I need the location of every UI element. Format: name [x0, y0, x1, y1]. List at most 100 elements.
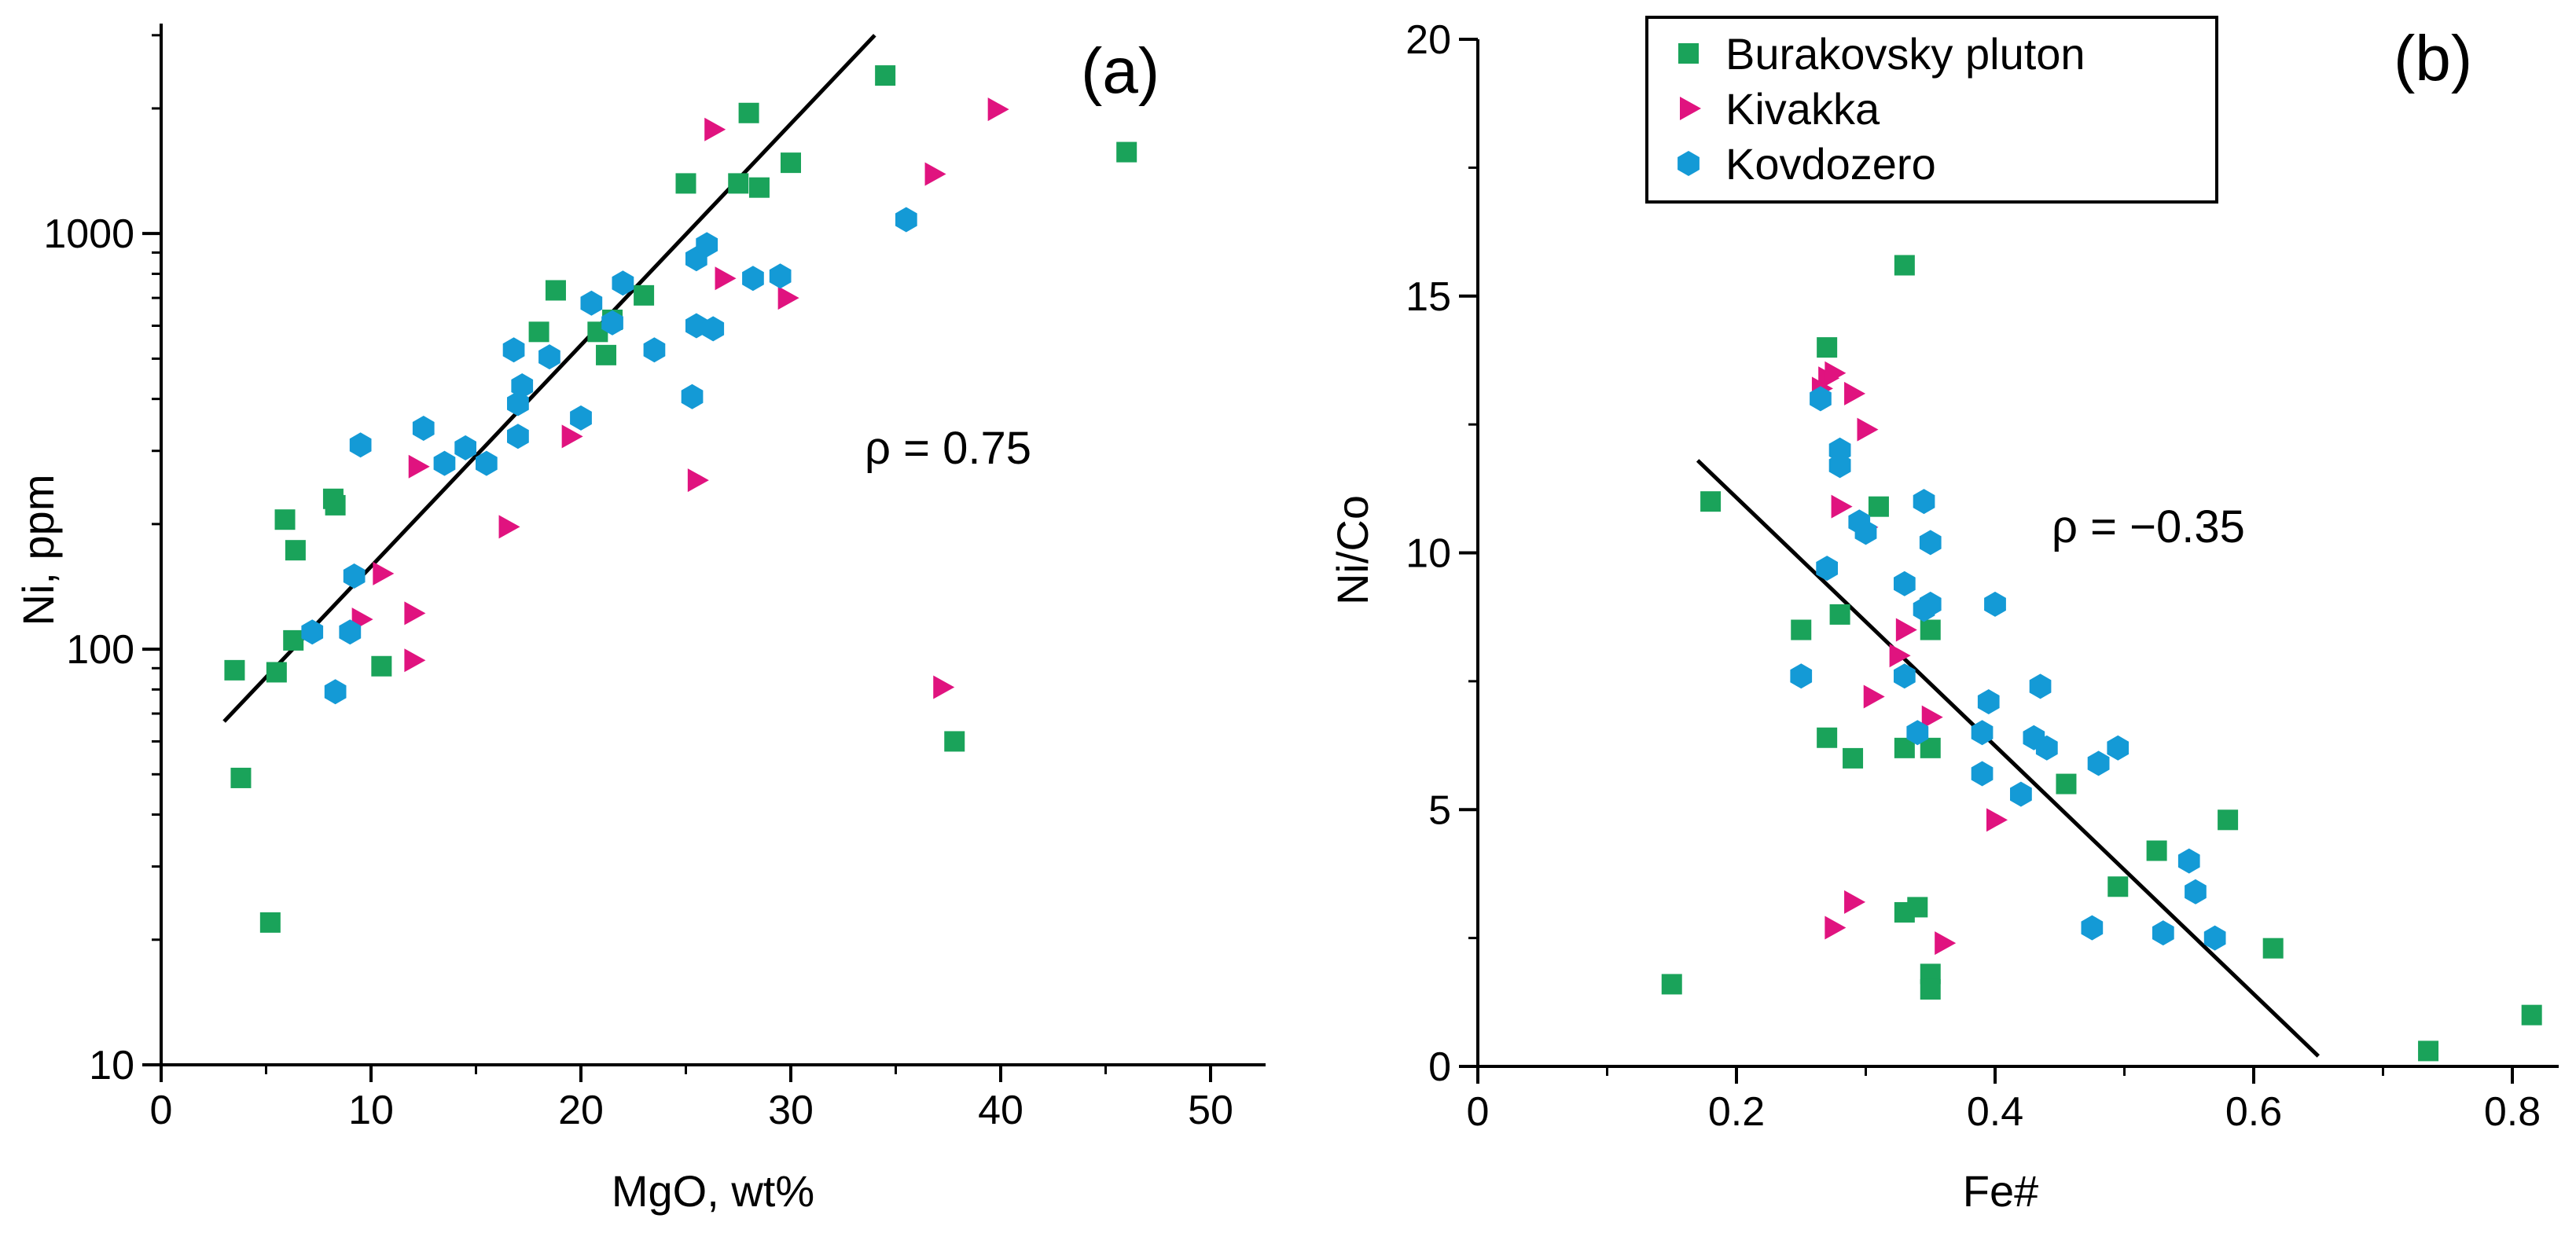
- panel-b-point-burakovsky-pluton: [2056, 773, 2077, 794]
- panel-b-point-kivakka: [1935, 931, 1957, 956]
- panel-b-point-burakovsky-pluton: [1868, 496, 1889, 517]
- panel-b-point-burakovsky-pluton: [1700, 491, 1722, 512]
- panel-b-point-kovdozero: [1913, 596, 1935, 622]
- panel-a-point-kivakka: [561, 424, 583, 449]
- panel-a-point-kovdozero: [702, 316, 725, 342]
- panel-a-point-kivakka: [404, 601, 426, 626]
- legend-box: [1645, 16, 2218, 204]
- panel-b-point-kovdozero: [1828, 453, 1851, 479]
- panel-a-point-kovdozero: [301, 619, 324, 645]
- panel-a-point-burakovsky-pluton: [748, 177, 770, 198]
- panel-a-point-kovdozero: [685, 313, 707, 339]
- panel-b-point-kivakka: [1895, 618, 1917, 642]
- panel-b-point-kovdozero: [1919, 530, 1942, 556]
- legend-marker-kivakka: [1680, 97, 1701, 120]
- panel-a-point-kovdozero: [339, 619, 362, 645]
- panel-a-label: (a): [1081, 35, 1159, 107]
- panel-b-point-kovdozero: [1894, 663, 1916, 689]
- panel-a-point-kivakka: [687, 468, 709, 493]
- panel-a-point-burakovsky-pluton: [259, 912, 281, 933]
- panel-b-point-kovdozero: [1913, 489, 1935, 515]
- panel-b-point-burakovsky-pluton: [2418, 1040, 2439, 1062]
- panel-a-fit-line: [222, 34, 876, 723]
- panel-b-point-kovdozero: [2029, 673, 2052, 699]
- panel-b-point-kivakka: [1921, 705, 1943, 729]
- panel-b-correlation: ρ = −0.35: [2052, 501, 2245, 552]
- panel-a-point-kivakka: [373, 561, 395, 585]
- panel-b-point-burakovsky-pluton: [2107, 876, 2129, 897]
- panel-a-point-kivakka: [924, 162, 946, 186]
- panel-b-point-kovdozero: [2177, 848, 2200, 874]
- panel-b-label: (b): [2394, 23, 2472, 94]
- legend-label-kovdozero: Kovdozero: [1725, 139, 1936, 189]
- panel-b-point-burakovsky-pluton: [1791, 619, 1812, 640]
- panel-a-point-burakovsky-pluton: [596, 344, 617, 365]
- panel-a-point-kovdozero: [769, 263, 792, 289]
- panel-b-chart: 0 0.2 0.4 0.6 0.8 0 5 10 15 20 (b) ρ = −0.35 Fe#…: [1328, 16, 2559, 1216]
- panel-b-point-kovdozero: [2087, 750, 2110, 776]
- panel-a-x-tick-label: 40: [978, 1088, 1023, 1133]
- panel-b-point-kivakka: [1857, 417, 1879, 442]
- panel-a-point-kovdozero: [343, 563, 366, 589]
- panel-b-point-burakovsky-pluton: [1817, 337, 1838, 358]
- panel-b-point-kovdozero: [1906, 720, 1929, 746]
- panel-a-x-tick-label: 30: [768, 1088, 814, 1133]
- panel-b-point-kovdozero: [1894, 571, 1916, 596]
- panel-b-point-kovdozero: [2203, 925, 2226, 951]
- panel-b-point-burakovsky-pluton: [1829, 604, 1850, 625]
- panel-a-point-burakovsky-pluton: [728, 173, 749, 194]
- panel-b-point-burakovsky-pluton: [2218, 809, 2239, 831]
- panel-b-x-tick-label: 0: [1467, 1089, 1490, 1135]
- panel-a-point-kovdozero: [412, 416, 435, 441]
- panel-a-chart: 0 10 20 30 40 50 10 100 1000 (a) ρ = 0.75 MgO, …: [13, 24, 1266, 1216]
- panel-a-point-burakovsky-pluton: [325, 494, 346, 516]
- panel-a-point-kivakka: [404, 648, 426, 673]
- panel-b-y-tick-label: 5: [1428, 787, 1451, 833]
- panel-b-y-tick-label: 10: [1406, 531, 1451, 577]
- panel-b-point-burakovsky-pluton: [1894, 255, 1915, 276]
- panel-b-y-tick-label: 15: [1406, 274, 1451, 320]
- panel-a-point-kovdozero: [476, 450, 498, 476]
- panel-b-point-kovdozero: [1854, 519, 1877, 545]
- panel-a-y-tick-label: 1000: [43, 211, 134, 257]
- panel-a-point-kovdozero: [507, 424, 529, 450]
- panel-b-point-kovdozero: [2107, 735, 2130, 761]
- panel-b-point-burakovsky-pluton: [1920, 978, 1941, 1000]
- panel-b-point-kivakka: [1844, 381, 1866, 405]
- panel-a-point-kovdozero: [349, 432, 372, 458]
- panel-a-point-burakovsky-pluton: [781, 152, 801, 174]
- panel-a-x-tick-label: 0: [150, 1088, 173, 1133]
- panel-b-point-kivakka: [1825, 361, 1847, 385]
- panel-a-x-tick-label: 50: [1188, 1088, 1233, 1133]
- panel-b-point-kivakka: [1831, 494, 1853, 519]
- panel-b-point-kivakka: [1863, 684, 1885, 709]
- panel-b-y-tick-label: 0: [1428, 1044, 1451, 1090]
- panel-a-point-kivakka: [987, 97, 1009, 122]
- panel-a-point-kovdozero: [696, 232, 718, 258]
- panel-b-point-burakovsky-pluton: [1907, 897, 1928, 918]
- panel-b-y-axis-label: Ni/Co: [1328, 495, 1377, 605]
- panel-a-point-kivakka: [704, 117, 726, 141]
- panel-b-x-tick-label: 0.2: [1708, 1089, 1765, 1135]
- panel-b-x-tick-label: 0.4: [1967, 1089, 2023, 1135]
- panel-a-point-kivakka: [408, 454, 430, 479]
- panel-b-point-kovdozero: [2035, 735, 2058, 761]
- legend-label-kivakka: Kivakka: [1725, 84, 1880, 134]
- panel-b-x-tick-label: 0.6: [2225, 1089, 2282, 1135]
- panel-b-point-burakovsky-pluton: [2521, 1004, 2542, 1026]
- panel-a-point-kovdozero: [580, 290, 603, 316]
- panel-a-point-kovdozero: [612, 270, 634, 296]
- panel-a-point-kovdozero: [643, 337, 666, 363]
- panel-a-point-kovdozero: [895, 207, 917, 233]
- panel-a-point-kivakka: [777, 286, 799, 310]
- panel-a-point-kovdozero: [454, 435, 476, 461]
- panel-b-point-burakovsky-pluton: [1817, 727, 1838, 748]
- panel-a-y-tick-label: 100: [66, 627, 134, 673]
- panel-a-point-kovdozero: [511, 373, 534, 398]
- panel-b-point-kovdozero: [2081, 915, 2104, 941]
- panel-b-fit-line: [1696, 459, 2320, 1058]
- panel-a-y-tick-label: 10: [89, 1043, 134, 1088]
- legend-marker-kovdozero: [1678, 151, 1700, 176]
- panel-a-point-burakovsky-pluton: [230, 767, 252, 788]
